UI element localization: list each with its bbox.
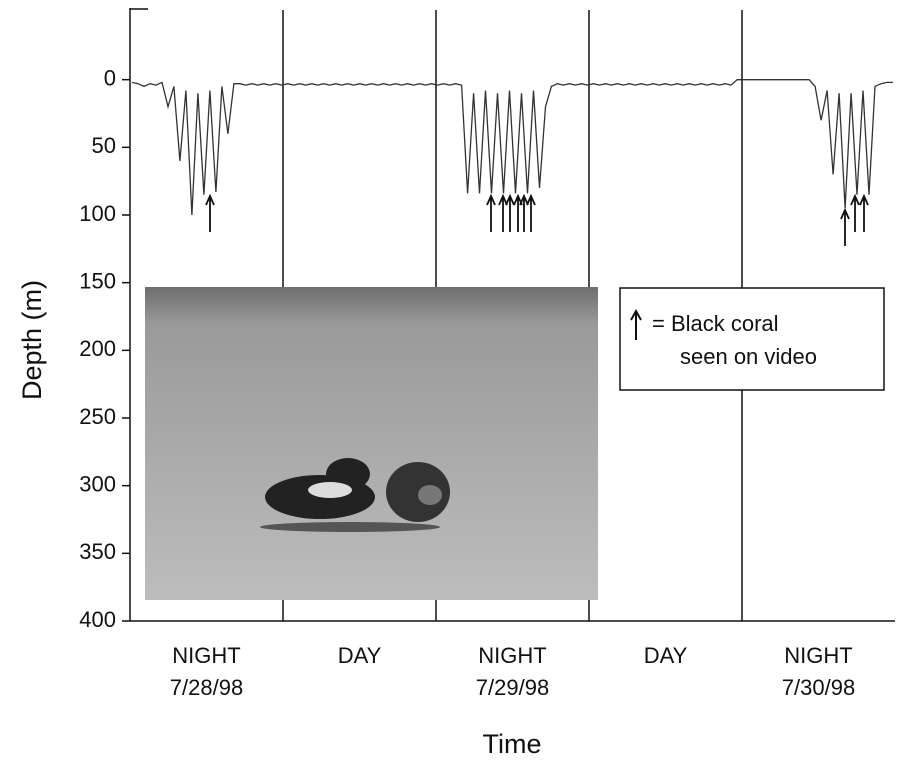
y-tick-label: 250 bbox=[79, 404, 116, 429]
depth-trace bbox=[132, 80, 893, 215]
y-tick-label: 150 bbox=[79, 268, 116, 293]
y-tick-label: 300 bbox=[79, 471, 116, 496]
x-tick-label: NIGHT bbox=[172, 643, 240, 668]
y-axis-label: Depth (m) bbox=[17, 280, 47, 400]
x-axis-label: Time bbox=[483, 729, 542, 759]
y-tick-label: 400 bbox=[79, 607, 116, 632]
inset-photo bbox=[145, 287, 598, 600]
coral-arrows bbox=[206, 196, 868, 246]
chart: 0 50 100 150 200 250 300 350 400 NIGHT 7/28/98 DAY N… bbox=[0, 0, 898, 764]
x-tick-label: 7/28/98 bbox=[170, 675, 243, 700]
x-tick-label: 7/29/98 bbox=[476, 675, 549, 700]
x-tick-label: NIGHT bbox=[478, 643, 546, 668]
y-tick-label: 0 bbox=[104, 65, 116, 90]
legend-text: seen on video bbox=[680, 344, 817, 369]
x-tick-label: DAY bbox=[644, 643, 688, 668]
y-tick-label: 50 bbox=[92, 133, 116, 158]
legend-text: = Black coral bbox=[652, 311, 779, 336]
legend-box bbox=[620, 288, 884, 390]
y-tick-label: 100 bbox=[79, 201, 116, 226]
y-tick-label: 200 bbox=[79, 336, 116, 361]
x-tick-label: DAY bbox=[338, 643, 382, 668]
overlay: = Black coral seen on video bbox=[145, 196, 884, 600]
y-tick-label: 350 bbox=[79, 539, 116, 564]
x-tick-label: 7/30/98 bbox=[782, 675, 855, 700]
x-tick-label: NIGHT bbox=[784, 643, 852, 668]
